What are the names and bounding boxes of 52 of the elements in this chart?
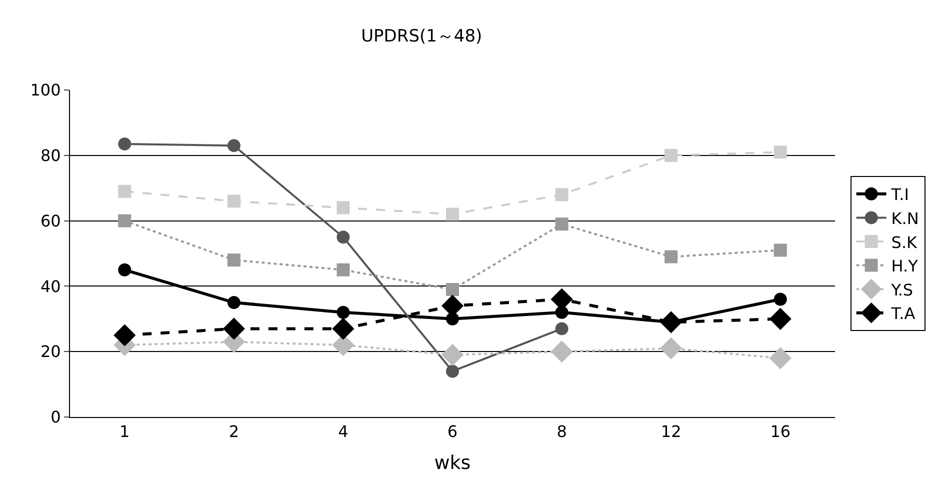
y-tick-label: 80 <box>40 146 61 165</box>
point <box>555 218 568 231</box>
y-tick-label: 40 <box>40 276 61 296</box>
point <box>118 184 132 198</box>
point <box>446 364 459 378</box>
point <box>227 139 240 152</box>
y-tick-label: 100 <box>30 80 61 100</box>
point <box>550 340 573 363</box>
chart-title: UPDRS(1～48) <box>361 26 482 47</box>
y-tick-label: 60 <box>40 211 61 230</box>
point <box>336 306 350 319</box>
x-tick-label: 8 <box>556 422 567 442</box>
point <box>769 347 792 370</box>
point <box>774 292 787 306</box>
point <box>222 318 245 340</box>
y-tick-label: 20 <box>40 342 61 362</box>
point <box>118 214 132 228</box>
legend-label: K.N <box>891 208 919 228</box>
point <box>227 194 240 208</box>
point <box>336 263 350 276</box>
x-tick-label: 2 <box>228 422 240 442</box>
legend-label: H.Y <box>891 256 918 276</box>
point <box>227 296 240 310</box>
point <box>441 344 464 366</box>
point <box>774 146 787 159</box>
legend-label: T.A <box>890 304 916 324</box>
point <box>769 308 792 330</box>
legend-label: S.K <box>891 232 918 252</box>
x-tick-label: 16 <box>770 422 791 442</box>
point <box>555 322 568 336</box>
point <box>446 282 459 296</box>
y-tick-label: 0 <box>50 408 61 427</box>
x-tick-label: 4 <box>338 422 348 442</box>
x-tick-label: 12 <box>660 422 682 442</box>
point <box>332 318 354 340</box>
legend-label: Y.S <box>890 280 914 300</box>
point <box>118 137 132 150</box>
point <box>660 337 682 360</box>
legend-label: T.I <box>890 185 909 204</box>
point <box>774 244 787 257</box>
point <box>336 201 350 214</box>
point <box>227 254 240 267</box>
x-tick-label: 6 <box>447 422 458 442</box>
point <box>446 208 459 221</box>
point <box>114 324 136 346</box>
x-axis-title: wks <box>434 452 471 474</box>
point <box>336 230 350 244</box>
point <box>664 148 678 162</box>
point <box>664 250 678 264</box>
x-tick-label: 1 <box>120 422 130 442</box>
point <box>118 263 132 276</box>
point <box>555 188 568 202</box>
